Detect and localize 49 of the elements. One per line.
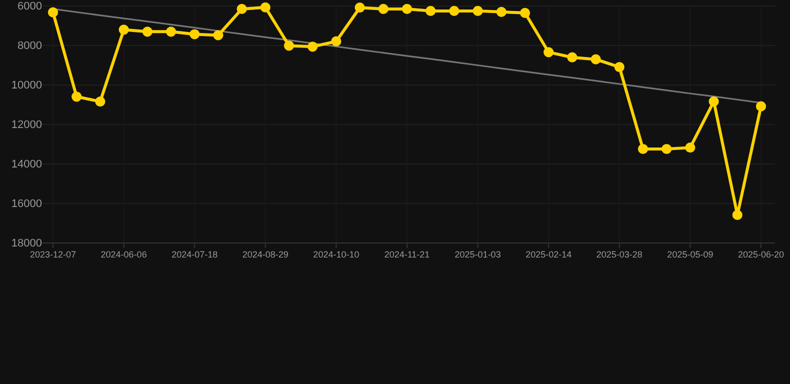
x-tick-label: 2024-08-29 <box>242 249 288 260</box>
point <box>72 92 82 102</box>
point <box>48 7 58 18</box>
point <box>331 36 342 46</box>
point <box>732 210 742 220</box>
point <box>166 26 176 37</box>
y-tick-label: 16000 <box>11 198 42 210</box>
point <box>496 6 506 17</box>
y-tick-label: 14000 <box>11 158 42 171</box>
point <box>95 96 106 107</box>
point <box>236 4 247 14</box>
point <box>402 4 412 14</box>
x-tick-label: 2024-07-18 <box>172 249 218 260</box>
point <box>685 142 696 153</box>
point <box>614 62 624 72</box>
point <box>260 2 270 12</box>
point <box>638 144 648 154</box>
point <box>118 24 129 35</box>
y-tick-label: 12000 <box>11 119 42 132</box>
y-tick-label: 8000 <box>18 40 42 52</box>
y-tick-label: 10000 <box>11 80 42 92</box>
x-tick-label: 2025-06-20 <box>738 249 784 260</box>
point <box>708 96 719 106</box>
y-tick-label: 6000 <box>18 0 42 13</box>
point <box>544 47 554 58</box>
x-tick-label: 2025-02-14 <box>526 249 572 260</box>
x-tick-label: 2024-11-21 <box>384 249 430 260</box>
x-tick-label: 2025-03-28 <box>596 249 642 260</box>
y-tick-label: 18000 <box>11 238 42 250</box>
x-tick-label: 2025-05-09 <box>667 249 714 260</box>
point <box>354 2 365 13</box>
point <box>308 42 318 52</box>
point <box>190 29 200 40</box>
x-tick-label: 2023-12-07 <box>30 249 76 260</box>
point <box>213 30 224 40</box>
point <box>472 6 483 16</box>
x-tick-label: 2025-01-03 <box>454 249 501 260</box>
x-tick-label: 2024-06-06 <box>100 249 147 260</box>
point <box>590 54 601 64</box>
x-tick-label: 2024-10-10 <box>313 249 360 260</box>
point <box>426 6 436 16</box>
point <box>284 40 294 51</box>
point <box>378 4 388 14</box>
point <box>142 26 152 37</box>
point <box>449 6 460 16</box>
point <box>520 8 530 18</box>
point <box>567 52 578 62</box>
point <box>756 101 766 112</box>
point <box>662 144 672 154</box>
